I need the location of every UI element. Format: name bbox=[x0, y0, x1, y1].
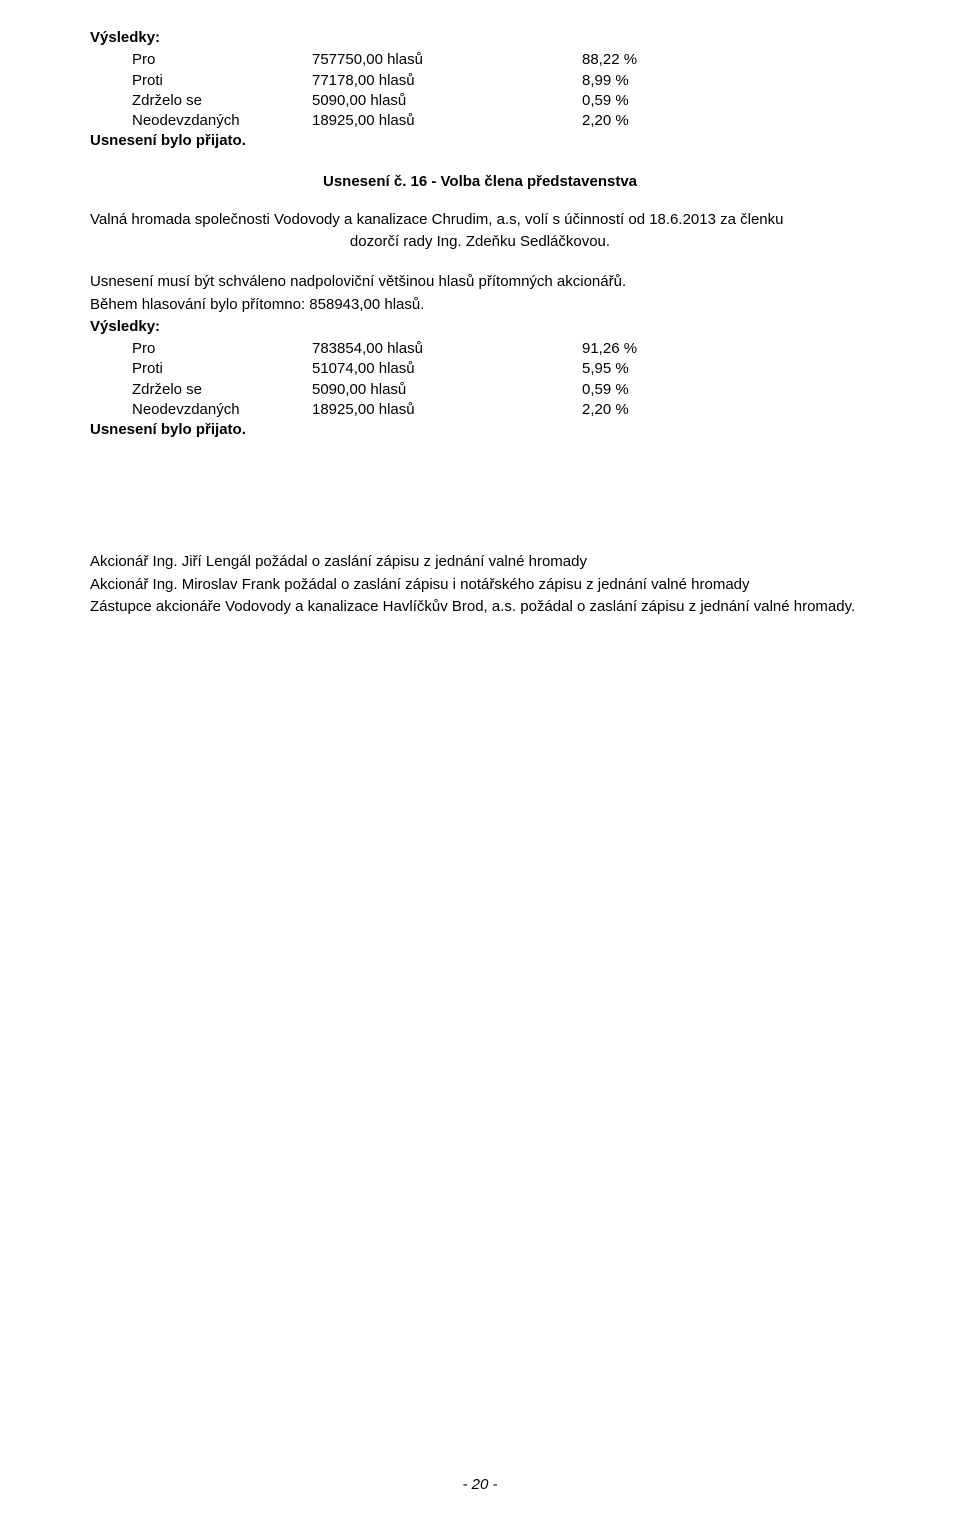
page-number: - 20 - bbox=[0, 1475, 960, 1495]
result-pct: 2,20 % bbox=[582, 400, 672, 420]
result-pct: 0,59 % bbox=[582, 380, 672, 400]
result-pct: 2,20 % bbox=[582, 111, 672, 131]
result-row: Zdrželo se 5090,00 hlasů 0,59 % bbox=[90, 91, 870, 111]
resolution-title: Usnesení č. 16 - Volba člena představens… bbox=[90, 172, 870, 192]
result-row: Pro 757750,00 hlasů 88,22 % bbox=[90, 50, 870, 70]
result-label: Proti bbox=[90, 71, 312, 91]
result-pct: 5,95 % bbox=[582, 359, 672, 379]
result-row: Pro 783854,00 hlasů 91,26 % bbox=[90, 339, 870, 359]
resolution-adopted: Usnesení bylo přijato. bbox=[90, 420, 870, 440]
result-row: Zdrželo se 5090,00 hlasů 0,59 % bbox=[90, 380, 870, 400]
result-votes: 783854,00 hlasů bbox=[312, 339, 582, 359]
result-votes: 5090,00 hlasů bbox=[312, 380, 582, 400]
results-heading: Výsledky: bbox=[90, 317, 870, 337]
result-votes: 51074,00 hlasů bbox=[312, 359, 582, 379]
results-heading: Výsledky: bbox=[90, 28, 870, 48]
result-label: Pro bbox=[90, 339, 312, 359]
result-row: Proti 77178,00 hlasů 8,99 % bbox=[90, 71, 870, 91]
result-label: Pro bbox=[90, 50, 312, 70]
resolution-body: Valná hromada společnosti Vodovody a kan… bbox=[90, 210, 870, 230]
resolution-adopted: Usnesení bylo přijato. bbox=[90, 131, 870, 151]
closing-note: Akcionář Ing. Miroslav Frank požádal o z… bbox=[90, 575, 870, 595]
result-pct: 91,26 % bbox=[582, 339, 672, 359]
result-pct: 88,22 % bbox=[582, 50, 672, 70]
approval-requirement: Usnesení musí být schváleno nadpoloviční… bbox=[90, 272, 870, 292]
result-votes: 18925,00 hlasů bbox=[312, 111, 582, 131]
closing-note: Akcionář Ing. Jiří Lengál požádal o zasl… bbox=[90, 552, 870, 572]
result-label: Neodevzdaných bbox=[90, 111, 312, 131]
result-votes: 18925,00 hlasů bbox=[312, 400, 582, 420]
result-row: Proti 51074,00 hlasů 5,95 % bbox=[90, 359, 870, 379]
result-label: Proti bbox=[90, 359, 312, 379]
result-label: Zdrželo se bbox=[90, 91, 312, 111]
result-pct: 8,99 % bbox=[582, 71, 672, 91]
result-votes: 77178,00 hlasů bbox=[312, 71, 582, 91]
resolution-body: dozorčí rady Ing. Zdeňku Sedláčkovou. bbox=[90, 232, 870, 252]
result-votes: 757750,00 hlasů bbox=[312, 50, 582, 70]
closing-note: Zástupce akcionáře Vodovody a kanalizace… bbox=[90, 597, 870, 617]
result-row: Neodevzdaných 18925,00 hlasů 2,20 % bbox=[90, 111, 870, 131]
result-label: Zdrželo se bbox=[90, 380, 312, 400]
present-count: Během hlasování bylo přítomno: 858943,00… bbox=[90, 295, 870, 315]
result-row: Neodevzdaných 18925,00 hlasů 2,20 % bbox=[90, 400, 870, 420]
result-label: Neodevzdaných bbox=[90, 400, 312, 420]
result-pct: 0,59 % bbox=[582, 91, 672, 111]
result-votes: 5090,00 hlasů bbox=[312, 91, 582, 111]
